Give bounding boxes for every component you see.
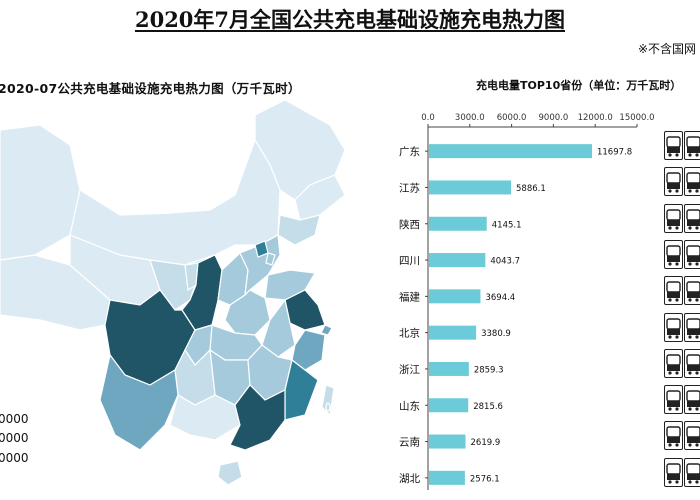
x-tick-label: 3000.0 [455, 113, 485, 123]
charger-icon [664, 239, 700, 270]
bar [429, 361, 469, 376]
page-title: 2020年7月全国公共充电基础设施充电热力图 [134, 7, 566, 32]
car-icon [664, 312, 683, 342]
car-icon [684, 276, 700, 306]
data-label: 4043.7 [490, 257, 520, 267]
charger-icon [664, 131, 700, 161]
category-label: 北京 [399, 327, 420, 340]
region-shanghai [320, 324, 333, 336]
region-guangxi [169, 394, 241, 441]
bar [429, 289, 481, 304]
china-heatmap [0, 99, 346, 486]
bar [429, 216, 487, 231]
footnote: ※不含国网 [637, 42, 696, 56]
region-yunnan [99, 353, 179, 451]
bar [429, 398, 469, 413]
car-icon [684, 312, 700, 342]
data-label: 5886.1 [516, 184, 546, 194]
x-tick-label: 6000.0 [497, 113, 527, 123]
x-tick-label: 12000.0 [578, 113, 613, 123]
charger-icon [664, 421, 700, 451]
car-icon [684, 131, 700, 160]
region-fujian [284, 358, 319, 421]
map-title: 2020-07公共充电基础设施充电热力图（万千瓦时） [0, 81, 301, 96]
charger-icon [664, 312, 700, 343]
car-icon [664, 385, 683, 415]
data-label: 3380.9 [481, 329, 511, 339]
car-icon [684, 385, 700, 415]
car-icon [664, 276, 683, 306]
data-label: 4145.1 [492, 220, 522, 230]
car-icon [684, 348, 700, 378]
category-label: 福建 [399, 290, 420, 303]
car-icon [664, 167, 683, 197]
map-legend-3: 0000 [0, 451, 29, 465]
data-label: 3694.4 [485, 293, 515, 303]
category-label: 广东 [399, 145, 420, 158]
data-label: 2576.1 [470, 474, 500, 484]
bar [429, 253, 486, 268]
x-tick-label: 0.0 [421, 113, 435, 123]
car-icon [684, 167, 700, 197]
car-icon [664, 239, 683, 269]
category-label: 四川 [399, 255, 420, 267]
car-icon [684, 239, 700, 269]
car-icon [664, 421, 683, 451]
category-label: 江苏 [399, 181, 420, 194]
x-tick-label: 9000.0 [539, 113, 569, 123]
bar [429, 434, 466, 449]
bar [429, 470, 465, 485]
region-neimenggu [69, 138, 281, 266]
top10-bar-chart: 0.0 3000.0 6000.0 9000.0 12000.0 15000.0 广东 116… [399, 113, 655, 490]
category-label: 山东 [399, 399, 420, 412]
charger-icon [664, 276, 700, 306]
category-label: 浙江 [399, 364, 420, 376]
category-label: 陕西 [399, 218, 420, 231]
category-label: 云南 [399, 436, 420, 449]
category-label: 湖北 [399, 473, 420, 485]
region-island [325, 402, 331, 412]
car-icon [684, 421, 700, 451]
region-xinjiang [0, 124, 81, 261]
region-guangdong [229, 384, 286, 451]
charger-icon [664, 167, 700, 197]
charger-icon [664, 348, 700, 379]
bar [429, 144, 592, 159]
map-legend-2: 0000 [0, 431, 29, 445]
data-label: 2619.9 [471, 438, 501, 448]
data-label: 2859.3 [474, 365, 504, 375]
charger-icon [664, 385, 700, 415]
car-icon [664, 131, 683, 160]
region-liaoning [277, 214, 321, 246]
map-legend-1: 0000 [0, 412, 29, 426]
car-icon [684, 203, 700, 233]
bar [429, 325, 477, 340]
car-icon [664, 457, 683, 487]
region-tianjin [265, 252, 276, 266]
bar [429, 180, 512, 195]
car-icon [684, 457, 700, 487]
charger-icon [664, 203, 700, 234]
region-hainan [217, 460, 243, 486]
charger-icon [664, 457, 700, 488]
region-taiwan [321, 384, 335, 417]
bar-chart-title: 充电电量TOP10省份（单位：万千瓦时） [476, 79, 682, 92]
car-icon [664, 203, 683, 233]
data-label: 2815.6 [473, 402, 503, 412]
x-tick-label: 15000.0 [619, 113, 654, 123]
data-label: 11697.8 [597, 148, 632, 158]
car-icon [664, 348, 683, 378]
